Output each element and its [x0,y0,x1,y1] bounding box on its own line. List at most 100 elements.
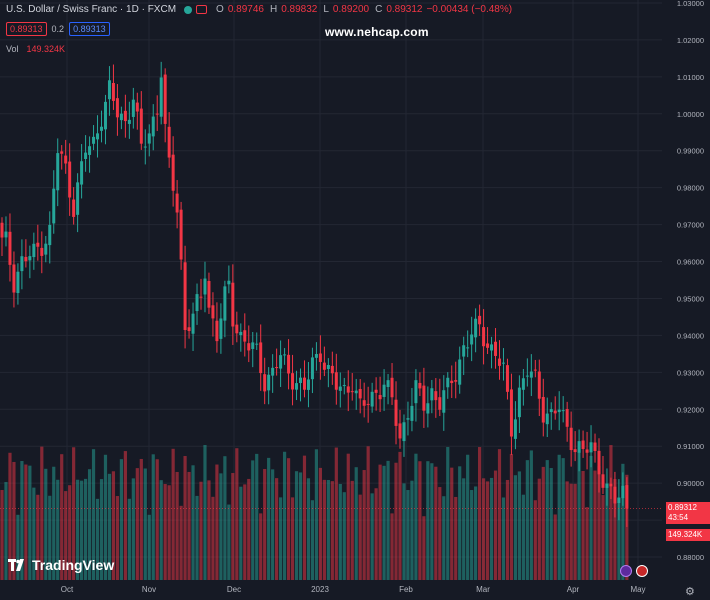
flag-icon[interactable] [636,565,648,577]
volume-bar [617,497,621,580]
volume-bar [207,480,211,580]
candle-body [613,486,617,504]
hide-legend-icon[interactable] [196,5,208,14]
candle-body [557,409,561,413]
candle-body [382,384,386,397]
candle-body [374,389,378,393]
candle-body [12,264,16,293]
candle-body [127,119,131,124]
volume-bar [537,478,541,580]
volume-bar [247,478,251,580]
last-price-tag: 0.89312 43:54 [666,502,710,524]
candle-body [326,365,330,370]
volume-bar [450,467,454,580]
volume-bar [171,448,175,580]
candle-body [92,136,96,144]
volume-bar [322,479,326,580]
candle-body [56,153,60,191]
sell-price-button[interactable]: 0.89313 [6,22,47,36]
candle-body [159,77,163,117]
candle-body [394,399,398,426]
volume-bar [390,513,394,580]
candle-body [354,390,358,394]
volume-bar [28,465,32,580]
volume-value: 149.324K [26,44,66,54]
volume-bar [139,458,143,580]
candle-body [466,347,470,349]
candle-body [111,82,115,101]
volume-bar [589,455,593,580]
candle-body [617,497,621,503]
candle-body [187,327,191,332]
volume-bar [123,451,127,580]
volume-bar [509,453,514,580]
volume-bar [541,466,545,580]
candle-body [625,485,629,509]
volume-bar [231,473,235,580]
volume-bar [501,497,506,580]
volume-bar [310,500,315,580]
volume-bar [466,454,470,580]
gear-icon[interactable]: ⚙ [685,586,695,598]
candle-body [577,441,581,453]
volume-bar [271,469,275,580]
time-axis[interactable]: Oct Nov Dec 2023 Feb Mar Apr May [61,585,646,594]
bolt-icon[interactable] [620,565,632,577]
time-tick-label: May [630,585,645,594]
candle-body [163,74,167,124]
candle-body [295,383,299,390]
candle-body [0,222,4,238]
candle-body [203,278,207,295]
candle-body [123,110,127,122]
open-value: 0.89746 [227,4,264,15]
volume-bar [561,458,565,580]
volume-bar [24,464,28,580]
candle-body [183,262,187,331]
volume-bar [434,466,438,580]
volume-bar [107,473,112,580]
volume-bar [478,447,482,580]
candle-body [68,161,72,198]
volume-bar [52,466,56,580]
volume-label[interactable]: Vol [6,44,19,54]
price-axis[interactable]: 1.03000 1.02000 1.01000 1.00000 0.99000 0.980… [677,0,704,562]
candle-body [24,256,28,262]
candle-body [103,101,107,130]
volume-bar [199,481,203,580]
volume-bar [605,483,609,580]
candle-body [553,410,557,414]
price-tick-label: 0.91000 [677,442,704,451]
candle-body [135,102,139,112]
candle-body [521,378,525,390]
volume-bar [72,447,76,580]
volume-bar [338,483,342,580]
candle-body [223,286,227,321]
candle-body [231,282,235,327]
buy-price-button[interactable]: 0.89313 [69,22,110,36]
spread-value: 0.2 [51,24,65,34]
volume-bar [36,494,40,580]
volume-bar [306,478,311,580]
candle-body [20,256,24,272]
candle-body [458,359,462,385]
volume-bar [454,496,458,580]
tradingview-logo[interactable]: TradingView [8,557,114,573]
candle-body [593,442,597,452]
volume-bar [493,470,498,580]
symbol-title[interactable]: U.S. Dollar / Swiss Franc · 1D · FXCM [6,4,177,15]
candle-body [338,386,342,391]
low-label: L [323,4,329,15]
candle-body [513,419,517,439]
volume-bar [533,500,537,580]
volume-bar [577,449,581,580]
volume-bar [48,495,52,580]
candle-body [334,372,338,390]
candle-body [621,485,625,499]
candle-body [96,133,100,140]
last-price-value: 0.89312 [668,503,697,512]
volume-bar [60,454,64,580]
volume-bar [470,490,474,580]
candle-body [310,357,314,380]
volume-bar [251,460,255,580]
